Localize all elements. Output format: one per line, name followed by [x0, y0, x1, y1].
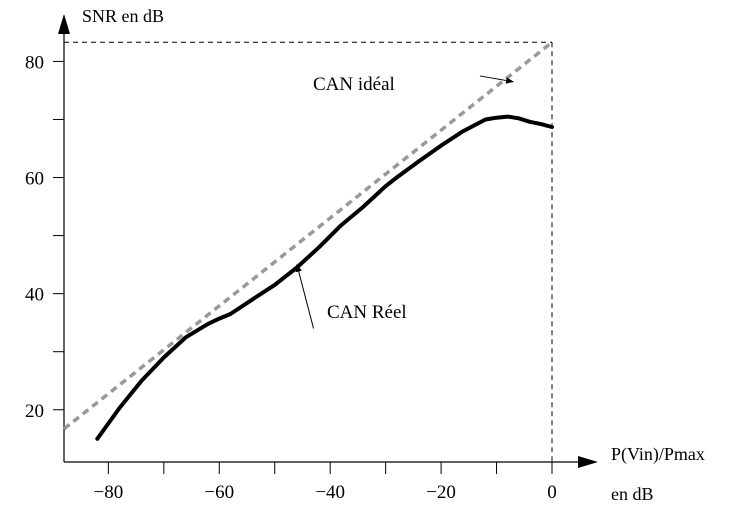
- real-annotation-arrow: [295, 263, 315, 329]
- x-axis-title-line1: P(Vin)/Pmax: [611, 444, 705, 465]
- ideal-annotation-arrow: [479, 75, 514, 84]
- ideal-adc-line: [62, 40, 554, 431]
- ideal-annotation-label: CAN idéal: [313, 74, 395, 95]
- x-tick-label: −60: [204, 482, 234, 503]
- y-axis-title: SNR en dB: [82, 6, 164, 26]
- x-axis-title-line2: en dB: [611, 484, 654, 504]
- x-tick-label: −20: [426, 482, 456, 503]
- y-ticks: 20 40 60 80: [25, 52, 64, 422]
- x-axis-arrowhead: [578, 456, 598, 468]
- y-tick-label: 80: [25, 52, 44, 73]
- y-axis-arrowhead: [58, 14, 70, 34]
- x-tick-label: −40: [315, 482, 345, 503]
- x-tick-label: −80: [94, 482, 124, 503]
- real-annotation-label: CAN Réel: [327, 302, 407, 323]
- y-tick-label: 60: [25, 169, 44, 190]
- real-adc-line: [95, 114, 554, 441]
- y-tick-label: 40: [25, 285, 44, 306]
- series-layer: [62, 40, 554, 441]
- x-ticks: −80 −60 −40 −20 0: [94, 462, 557, 503]
- y-tick-label: 20: [25, 401, 44, 422]
- x-tick-label: 0: [547, 482, 557, 503]
